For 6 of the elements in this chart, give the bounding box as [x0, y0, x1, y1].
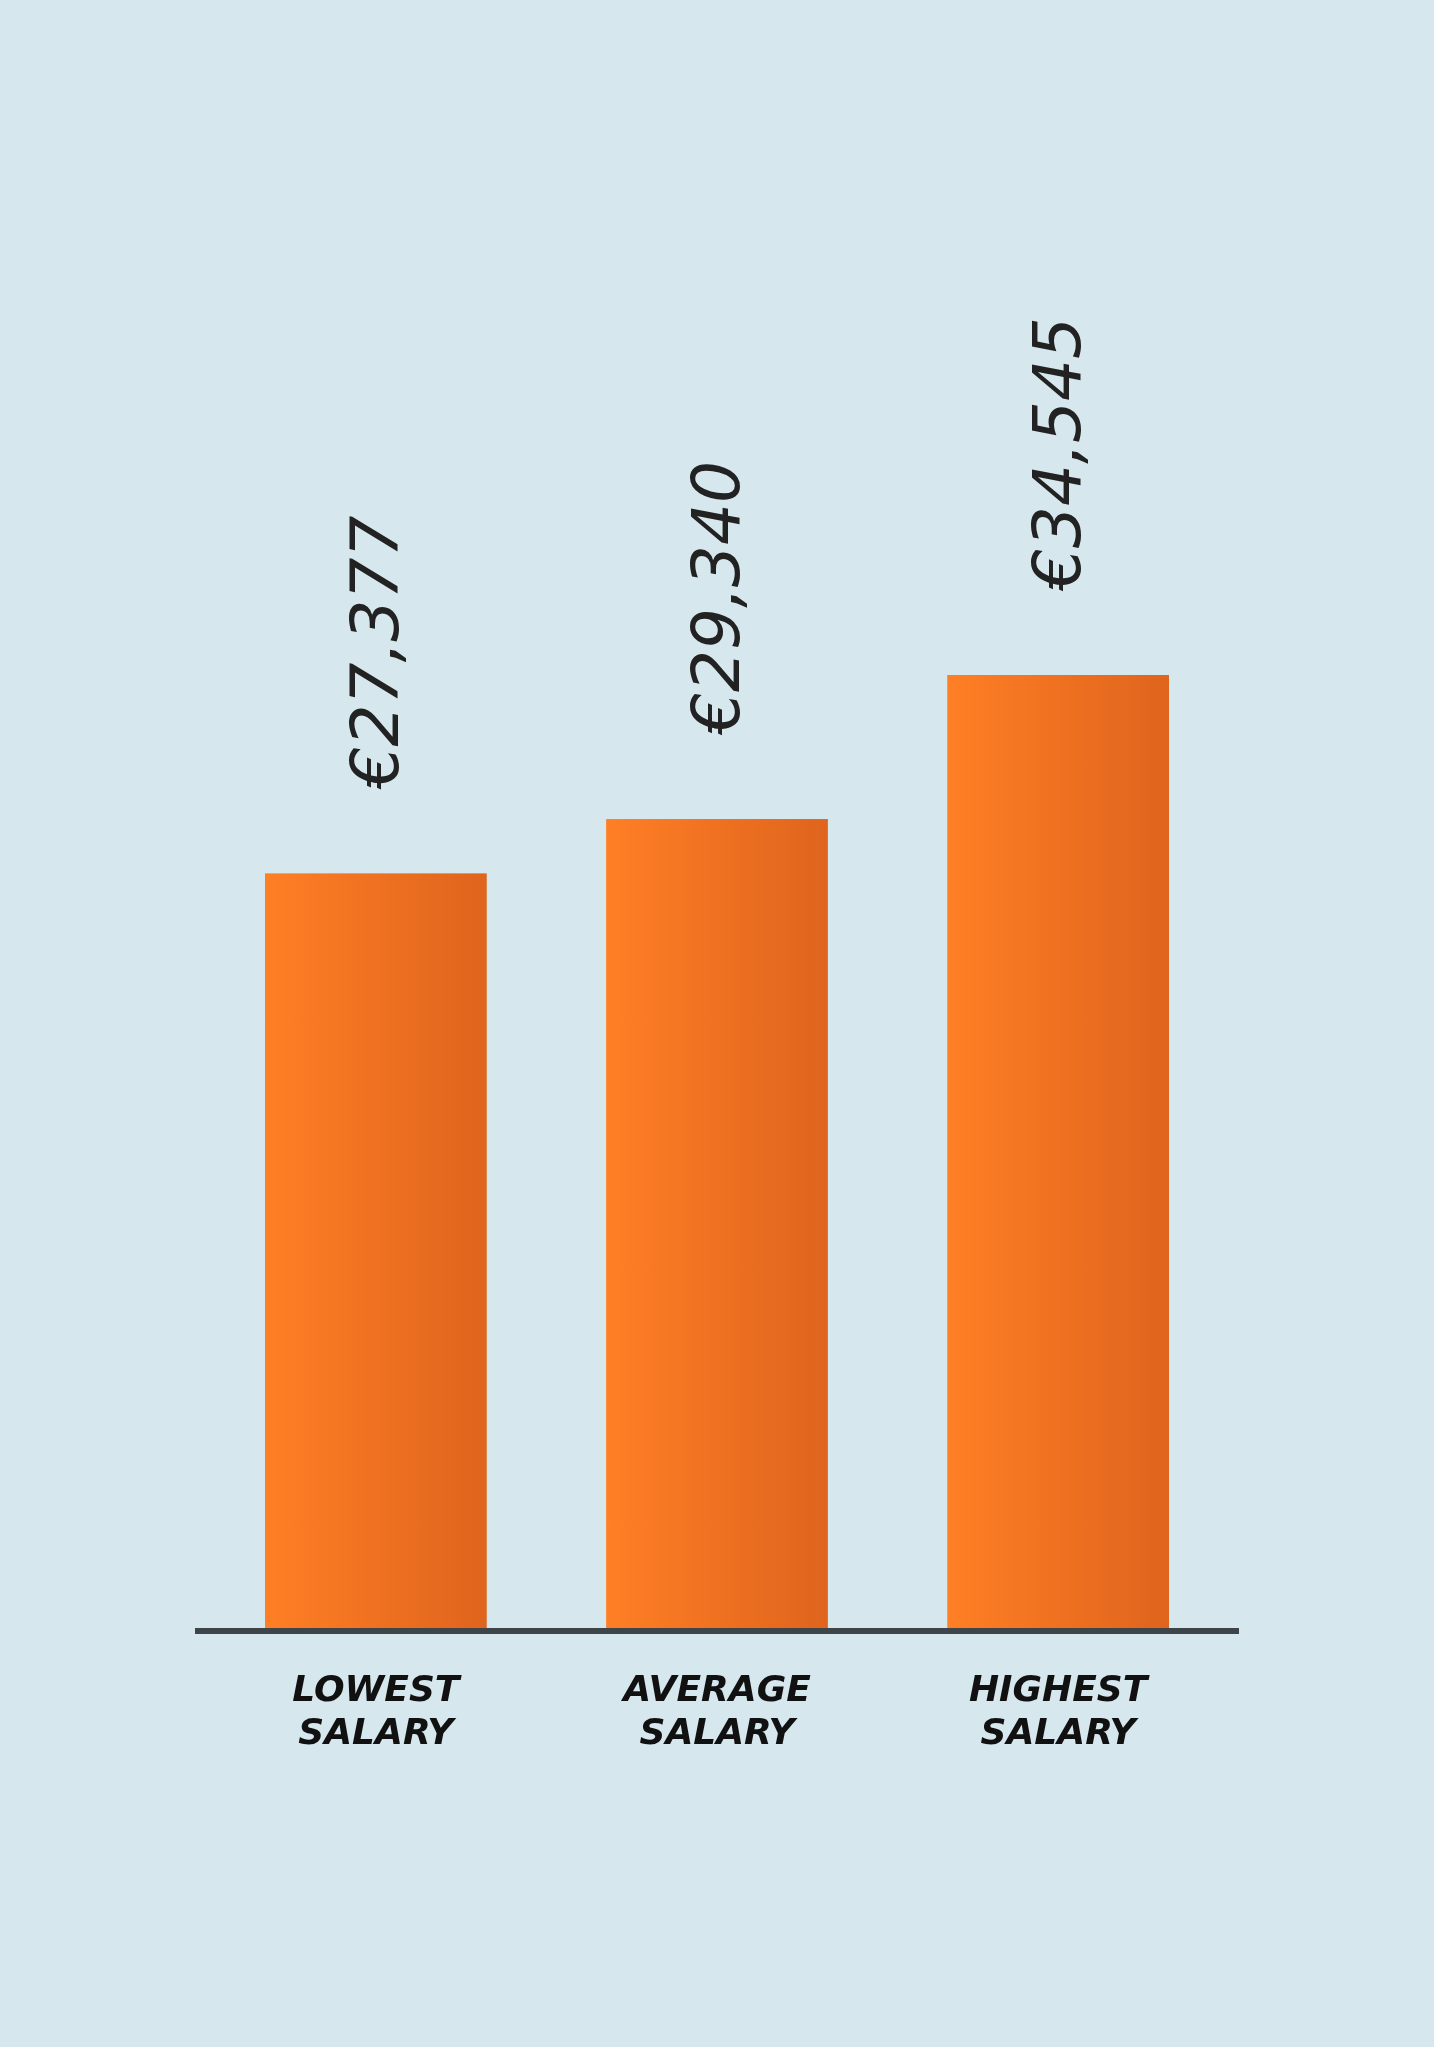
data-label: €34,545 — [1019, 317, 1097, 592]
x-tick-label: LOWEST SALARY — [292, 1668, 462, 1752]
x-tick-label: HIGHEST SALARY — [968, 1668, 1150, 1752]
data-label: €27,377 — [336, 515, 414, 791]
data-label: €29,340 — [678, 461, 755, 737]
x-tick-label: AVERAGE SALARY — [620, 1668, 812, 1752]
